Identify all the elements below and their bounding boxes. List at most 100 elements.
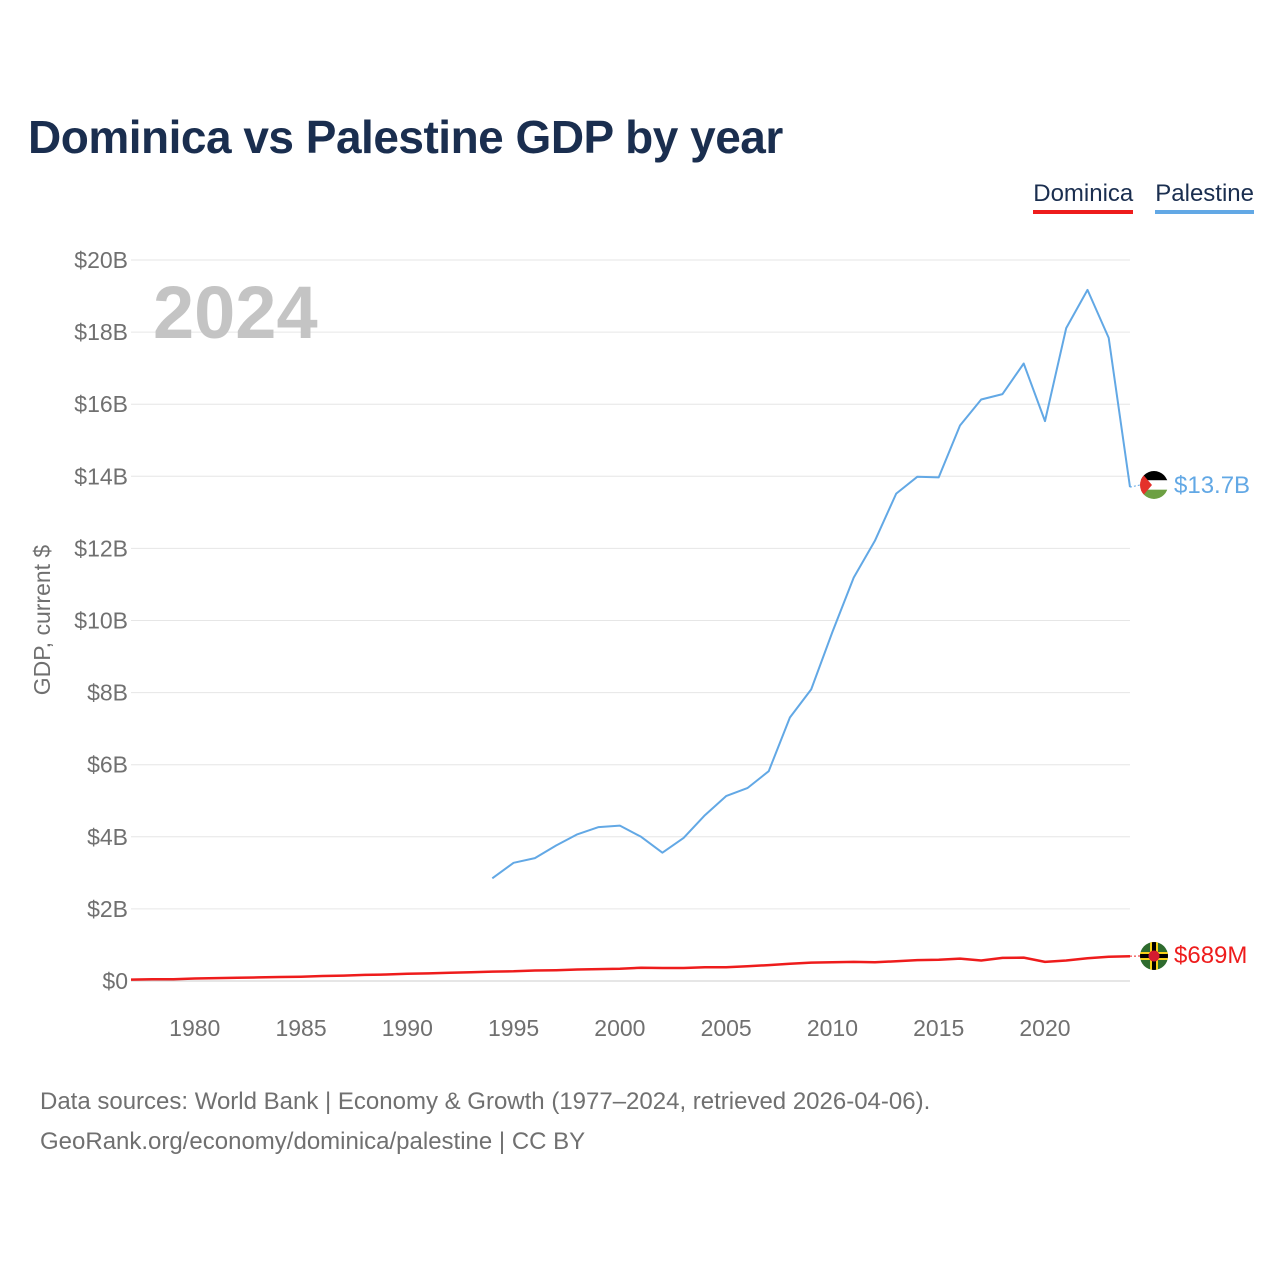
data-point-dominica[interactable] (745, 964, 749, 968)
data-point-dominica[interactable] (554, 968, 558, 972)
data-point-dominica[interactable] (235, 976, 239, 980)
data-point-dominica[interactable] (1064, 958, 1068, 962)
data-point-dominica[interactable] (597, 967, 601, 971)
data-point-palestine[interactable] (767, 769, 771, 773)
data-point-dominica[interactable] (618, 967, 622, 971)
axes: $0 $2B $4B $6B $8B $10B $12B $14B $16B $18B $20B 19… (74, 247, 1070, 1041)
x-tick-label: 2020 (1019, 1015, 1070, 1041)
data-point-dominica[interactable] (342, 974, 346, 978)
data-point-dominica[interactable] (512, 969, 516, 973)
data-point-dominica[interactable] (724, 965, 728, 969)
data-point-dominica[interactable] (660, 966, 664, 970)
data-point-palestine[interactable] (512, 861, 516, 865)
data-point-palestine[interactable] (1107, 336, 1111, 340)
data-point-dominica[interactable] (405, 972, 409, 976)
y-tick-label: $6B (87, 752, 128, 778)
data-point-palestine[interactable] (618, 824, 622, 828)
data-point-palestine[interactable] (703, 813, 707, 817)
y-tick-label: $10B (74, 608, 128, 634)
y-tick-label: $4B (87, 824, 128, 850)
data-point-dominica[interactable] (1107, 955, 1111, 959)
dominica-flag-icon (1140, 942, 1168, 970)
y-tick-label: $12B (74, 535, 128, 561)
data-point-dominica[interactable] (384, 973, 388, 977)
data-point-palestine[interactable] (639, 835, 643, 839)
data-point-dominica[interactable] (533, 969, 537, 973)
data-point-dominica[interactable] (809, 961, 813, 965)
y-tick-label: $8B (87, 680, 128, 706)
data-point-dominica[interactable] (703, 965, 707, 969)
data-point-dominica[interactable] (214, 976, 218, 980)
current-year-label: 2024 (153, 271, 318, 354)
data-point-palestine[interactable] (575, 832, 579, 836)
data-point-palestine[interactable] (979, 398, 983, 402)
data-point-dominica[interactable] (873, 960, 877, 964)
y-tick-label: $14B (74, 463, 128, 489)
data-point-palestine[interactable] (724, 794, 728, 798)
data-point-dominica[interactable] (788, 962, 792, 966)
footer: Data sources: World Bank | Economy & Gro… (40, 1082, 930, 1162)
data-point-dominica[interactable] (937, 958, 941, 962)
data-point-dominica[interactable] (915, 958, 919, 962)
data-point-palestine[interactable] (1064, 326, 1068, 330)
data-point-palestine[interactable] (554, 843, 558, 847)
data-point-palestine[interactable] (597, 825, 601, 829)
data-point-palestine[interactable] (958, 423, 962, 427)
data-point-palestine[interactable] (894, 492, 898, 496)
data-point-dominica[interactable] (682, 966, 686, 970)
data-point-palestine[interactable] (1043, 419, 1047, 423)
series-line-dominica[interactable] (130, 954, 1131, 981)
data-point-dominica[interactable] (1085, 956, 1089, 960)
data-point-palestine[interactable] (682, 836, 686, 840)
data-point-palestine[interactable] (745, 786, 749, 790)
data-point-dominica[interactable] (150, 977, 154, 981)
data-point-dominica[interactable] (490, 970, 494, 974)
data-point-dominica[interactable] (979, 958, 983, 962)
y-tick-label: $18B (74, 319, 128, 345)
series-line-palestine[interactable] (491, 288, 1131, 880)
y-tick-label: $20B (74, 247, 128, 273)
legend-item-dominica[interactable]: Dominica (1033, 180, 1134, 214)
data-point-palestine[interactable] (1000, 392, 1004, 396)
data-point-dominica[interactable] (958, 957, 962, 961)
data-point-dominica[interactable] (1000, 956, 1004, 960)
data-point-dominica[interactable] (193, 976, 197, 980)
data-point-dominica[interactable] (830, 960, 834, 964)
data-point-dominica[interactable] (575, 967, 579, 971)
data-point-palestine[interactable] (915, 475, 919, 479)
data-point-dominica[interactable] (172, 977, 176, 981)
legend: Dominica Palestine (1033, 180, 1254, 214)
data-point-dominica[interactable] (448, 971, 452, 975)
data-point-palestine[interactable] (852, 576, 856, 580)
data-point-dominica[interactable] (767, 963, 771, 967)
data-point-dominica[interactable] (894, 959, 898, 963)
data-point-dominica[interactable] (363, 973, 367, 977)
data-point-palestine[interactable] (788, 715, 792, 719)
data-point-palestine[interactable] (660, 851, 664, 855)
data-point-dominica[interactable] (129, 978, 133, 982)
data-point-dominica[interactable] (320, 974, 324, 978)
data-point-dominica[interactable] (469, 970, 473, 974)
x-tick-label: 1995 (488, 1015, 539, 1041)
data-point-dominica[interactable] (299, 975, 303, 979)
legend-item-palestine[interactable]: Palestine (1155, 180, 1254, 214)
attribution-link[interactable]: GeoRank.org/economy/dominica/palestine |… (40, 1128, 586, 1155)
data-point-dominica[interactable] (1022, 956, 1026, 960)
data-point-dominica[interactable] (1043, 960, 1047, 964)
data-point-palestine[interactable] (873, 539, 877, 543)
data-point-dominica[interactable] (852, 960, 856, 964)
data-point-dominica[interactable] (639, 966, 643, 970)
data-point-dominica[interactable] (427, 971, 431, 975)
y-tick-label: $0 (102, 968, 128, 994)
data-point-palestine[interactable] (809, 687, 813, 691)
data-point-palestine[interactable] (830, 630, 834, 634)
data-point-palestine[interactable] (490, 876, 494, 880)
data-point-palestine[interactable] (533, 856, 537, 860)
y-tick-label: $2B (87, 896, 128, 922)
data-point-palestine[interactable] (937, 475, 941, 479)
data-point-palestine[interactable] (1022, 361, 1026, 365)
data-point-palestine[interactable] (1085, 288, 1089, 292)
data-point-dominica[interactable] (257, 975, 261, 979)
end-connector-palestine (1129, 484, 1141, 488)
data-point-dominica[interactable] (278, 975, 282, 979)
